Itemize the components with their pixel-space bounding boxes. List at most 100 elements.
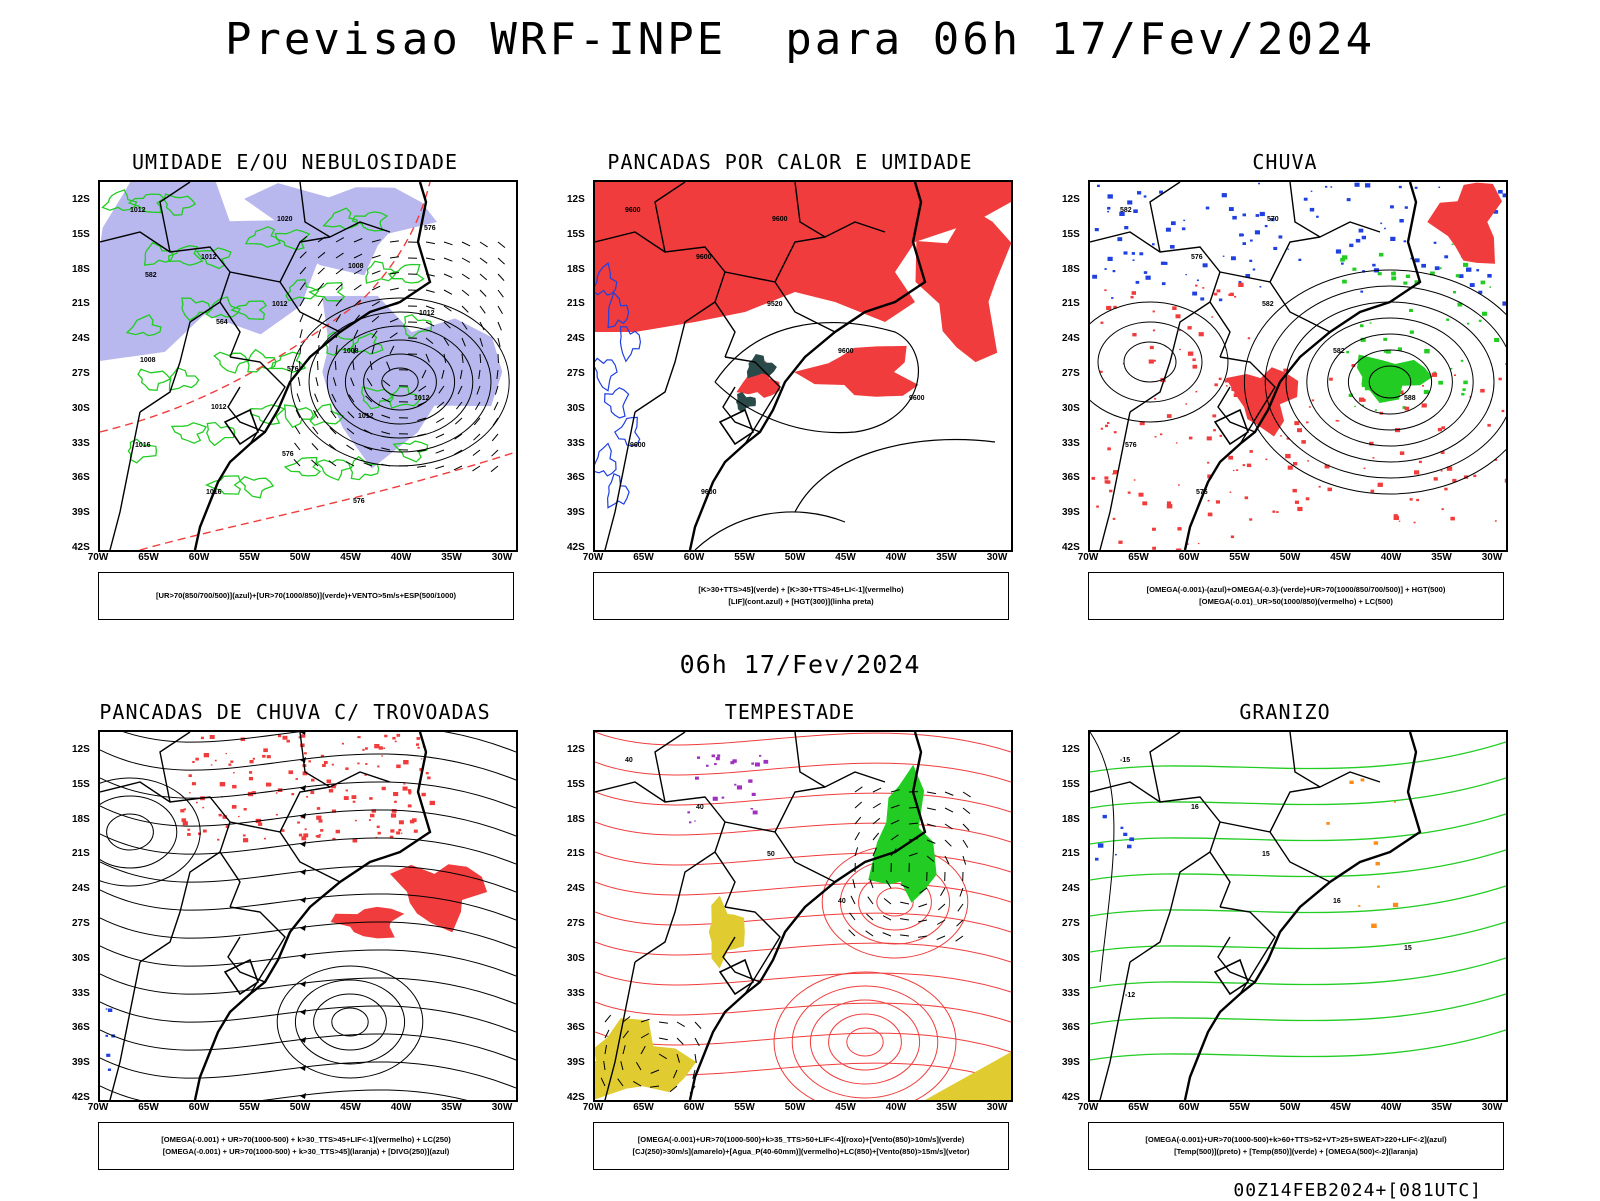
lon-tick-label: 35W	[441, 1102, 462, 1113]
lat-tick-label: 30S	[1062, 403, 1080, 414]
rain-red	[1118, 541, 1122, 544]
panel-legend: [UR>70(850/700/500)](azul)+[UR>70(1000/8…	[98, 572, 514, 620]
contour-label: 576	[1191, 254, 1203, 261]
wind-arrow	[300, 345, 301, 354]
thunderstorm-red	[414, 830, 418, 833]
contour-label: 9600	[696, 254, 712, 261]
main-title: Previsao WRF-INPE para 06h 17/Fev/2024	[0, 14, 1600, 65]
rain-red	[1362, 399, 1365, 402]
streamline	[100, 1086, 516, 1100]
lon-tick-label: 30W	[987, 552, 1008, 563]
lon-tick-label: 35W	[936, 552, 957, 563]
rain-red	[1441, 470, 1443, 472]
lat-tick-label: 33S	[72, 988, 90, 999]
wind-vector	[868, 897, 873, 904]
thunderstorm-red	[211, 764, 213, 765]
wind-vector	[956, 936, 963, 941]
omega-blue	[1258, 183, 1260, 185]
rain-red	[1454, 374, 1456, 376]
omega-green	[1456, 274, 1460, 277]
rain-red	[1101, 322, 1104, 324]
omega-blue	[1341, 263, 1344, 265]
omega500-orange	[1393, 903, 1398, 907]
country-border	[1218, 937, 1255, 982]
storm-purple	[732, 759, 736, 763]
flow-arrow	[300, 925, 306, 931]
legend-line: [OMEGA(-0.001) + UR>70(1000-500) + k>30_…	[161, 1134, 451, 1146]
lon-tick-label: 65W	[1128, 1102, 1149, 1113]
omega-blue	[1330, 186, 1332, 187]
omega-blue	[1421, 264, 1426, 268]
lat-tick-label: 39S	[567, 507, 585, 518]
thunderstorm-red	[416, 743, 419, 745]
streamline-850-vortex	[829, 1014, 902, 1070]
wind-arrow	[318, 329, 321, 338]
contour-label: 576	[282, 451, 294, 458]
thunderstorm-red	[342, 743, 344, 745]
lat-tick-label: 12S	[72, 194, 90, 205]
wind-vector	[851, 896, 855, 904]
thunderstorm-red	[303, 833, 308, 837]
omega-blue	[1200, 297, 1204, 300]
rain-red	[1473, 475, 1476, 477]
thunderstorm-red	[374, 744, 379, 748]
wind-arrow	[498, 354, 499, 363]
contour-label: 9600	[772, 216, 788, 223]
rain-red	[1230, 492, 1232, 493]
hail-blue	[1095, 858, 1099, 861]
rain-red	[1410, 498, 1413, 501]
wind-arrow	[498, 306, 503, 314]
omega-blue	[1107, 207, 1110, 210]
omega500-orange	[1377, 886, 1380, 888]
omega-green	[1391, 276, 1396, 280]
country-border	[230, 822, 340, 882]
lon-tick-label: 45W	[835, 552, 856, 563]
wind-arrow	[354, 285, 361, 290]
rain-red	[1378, 483, 1383, 487]
rain-red	[1142, 501, 1147, 505]
omega-blue	[1105, 268, 1107, 270]
divergence-blue	[106, 1054, 110, 1057]
thunderstorm-red	[369, 797, 372, 800]
wind-arrow	[426, 258, 435, 260]
contour-label: 15	[1404, 945, 1412, 952]
rain-red	[1487, 424, 1490, 427]
streamline-850	[595, 852, 1011, 872]
lat-tick-label: 36S	[567, 1022, 585, 1033]
omega-green	[1467, 323, 1469, 325]
country-border	[655, 732, 685, 802]
streamline	[100, 778, 516, 808]
rain-red	[1231, 536, 1234, 539]
storm-purple	[689, 821, 691, 823]
omega-green	[1461, 393, 1464, 396]
thunderstorm-red	[394, 801, 397, 803]
rain-red	[1195, 285, 1197, 287]
omega-blue	[1127, 200, 1132, 204]
omega-green	[1357, 355, 1432, 404]
omega-green	[1346, 351, 1349, 353]
wind-arrow	[480, 306, 485, 313]
humidity-low-contour	[285, 458, 320, 476]
streamline-850	[595, 822, 1011, 842]
rain-red	[1179, 349, 1181, 350]
contour-label: 1008	[348, 263, 364, 270]
valid-time-title: 06h 17/Fev/2024	[0, 650, 1600, 679]
thunderstorm-red	[370, 814, 374, 818]
thunderstorm-red	[291, 793, 294, 795]
flow-arrow	[300, 841, 306, 847]
wind-vector	[873, 803, 881, 808]
thunderstorm-red	[397, 734, 401, 737]
thunderstorm-red	[319, 834, 321, 836]
contour-label: 576	[287, 366, 299, 373]
wind-vector	[855, 817, 861, 824]
lon-tick-label: 30W	[492, 1102, 513, 1113]
rain-red	[1208, 500, 1210, 502]
rain-red	[1233, 470, 1235, 471]
rain-red	[1416, 499, 1419, 501]
omega500-orange	[1349, 781, 1353, 784]
rain-red	[1442, 508, 1444, 510]
wind-arrow	[298, 377, 300, 386]
